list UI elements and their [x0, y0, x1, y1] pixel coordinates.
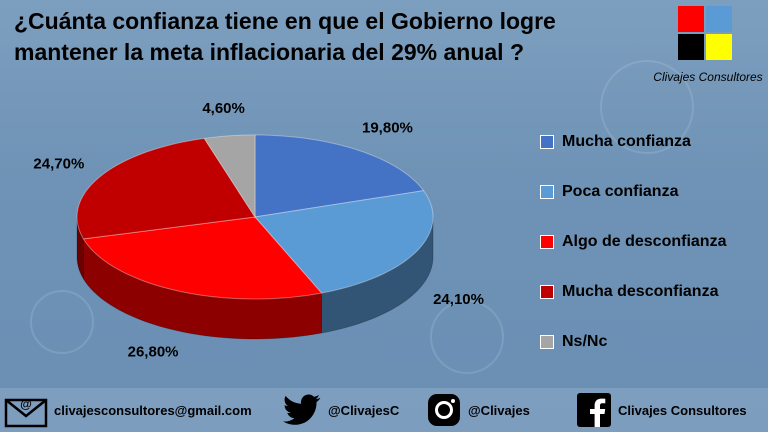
legend-swatch — [540, 285, 554, 299]
data-label-mucha-confianza: 19,80% — [362, 120, 413, 137]
chart-title: ¿Cuánta confianza tiene en que el Gobier… — [14, 8, 556, 65]
pie-slice-ns-nc — [203, 134, 256, 219]
pie-slice-mucha-confianza — [254, 134, 425, 218]
facebook-name: Clivajes Consultores — [618, 402, 747, 418]
footer-twitter[interactable]: @ClivajesC — [282, 388, 399, 432]
data-label-algo-de-desconfianza: 26,80% — [128, 344, 179, 361]
footer-facebook[interactable]: Clivajes Consultores — [576, 388, 747, 432]
legend-swatch — [540, 335, 554, 349]
legend-item: Poca confianza — [540, 180, 726, 204]
legend-item: Mucha confianza — [540, 130, 726, 154]
legend-label: Mucha confianza — [562, 133, 691, 150]
pie-side-walls — [76, 216, 434, 340]
facebook-icon — [577, 393, 611, 427]
pie-slice-algo-de-desconfianza — [82, 216, 323, 300]
instagram-icon — [428, 394, 460, 426]
footer-instagram[interactable]: @Clivajes — [426, 388, 530, 432]
chart-legend: Mucha confianza Poca confianza Algo de d… — [540, 130, 726, 380]
twitter-handle: @ClivajesC — [328, 402, 400, 418]
footer-email[interactable]: @ clivajesconsultores@gmail.com — [4, 388, 252, 432]
legend-item: Algo de desconfianza — [540, 230, 726, 254]
logo-square-black — [678, 34, 704, 60]
data-label-ns-nc: 4,60% — [202, 100, 245, 117]
footer-bar: @ clivajesconsultores@gmail.com @Clivaje… — [0, 388, 768, 432]
legend-label: Algo de desconfianza — [562, 233, 727, 250]
brand-logo: Clivajes Consultores — [648, 4, 766, 96]
legend-swatch — [540, 135, 554, 149]
data-label-mucha-desconfianza: 24,70% — [33, 156, 84, 173]
legend-label: Mucha desconfianza — [562, 283, 719, 300]
pie-slices — [76, 134, 434, 300]
logo-square-red — [678, 6, 704, 32]
pie-data-labels: 19,80% 24,10% 26,80% 24,70% 4,60% — [33, 100, 484, 361]
legend-swatch — [540, 185, 554, 199]
data-label-poca-confianza: 24,10% — [433, 291, 484, 308]
background-decoration — [30, 290, 94, 354]
email-text: clivajesconsultores@gmail.com — [54, 402, 252, 418]
background-decoration — [600, 60, 694, 154]
twitter-icon — [283, 394, 321, 425]
legend-label: Ns/Nc — [562, 333, 608, 350]
legend-swatch — [540, 235, 554, 249]
pie-side-mucha-desconfianza — [76, 217, 84, 281]
logo-square-blue — [706, 6, 732, 32]
pie-slice-poca-confianza — [254, 190, 434, 294]
instagram-handle: @Clivajes — [468, 402, 530, 418]
mail-icon: @ — [4, 397, 48, 428]
logo-name: Clivajes Consultores — [653, 70, 763, 84]
legend-item: Ns/Nc — [540, 330, 726, 354]
legend-label: Poca confianza — [562, 183, 679, 200]
svg-text:@: @ — [20, 397, 32, 411]
logo-square-yellow — [706, 34, 732, 60]
legend-item: Mucha desconfianza — [540, 280, 726, 304]
pie-slice-mucha-desconfianza — [76, 137, 256, 240]
background-decoration — [430, 300, 504, 374]
